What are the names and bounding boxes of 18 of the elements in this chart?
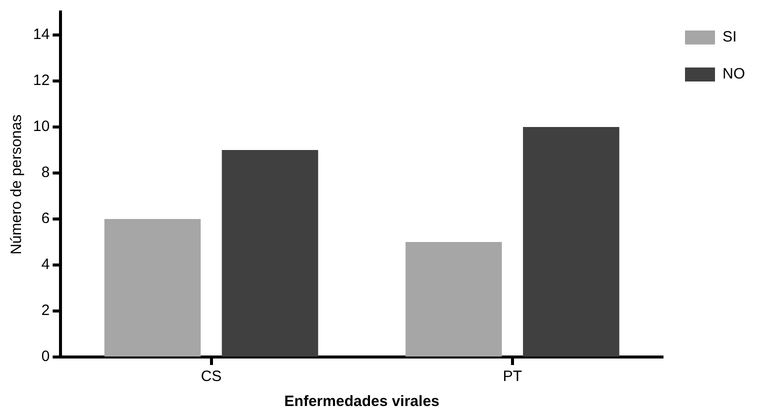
y-tick-label: 12 (32, 72, 50, 90)
x-tick-label: PT (502, 368, 522, 386)
x-axis-title: Enfermedades virales (284, 393, 440, 410)
bar (522, 127, 620, 356)
bar (406, 242, 502, 356)
y-tick-label: 0 (41, 348, 50, 366)
bar (104, 219, 201, 356)
legend-label: SI (722, 28, 737, 46)
y-tick-label: 6 (41, 210, 50, 228)
legend-label: NO (722, 66, 745, 83)
y-tick-label: 14 (32, 26, 50, 44)
x-tick-label: CS (200, 368, 222, 386)
y-tick-label: 2 (41, 302, 50, 320)
y-tick-label: 8 (41, 164, 50, 182)
y-tick-label: 4 (41, 256, 50, 274)
y-axis-title: Número de personas (8, 114, 26, 255)
bar (222, 150, 318, 356)
y-tick-label: 10 (32, 118, 50, 136)
